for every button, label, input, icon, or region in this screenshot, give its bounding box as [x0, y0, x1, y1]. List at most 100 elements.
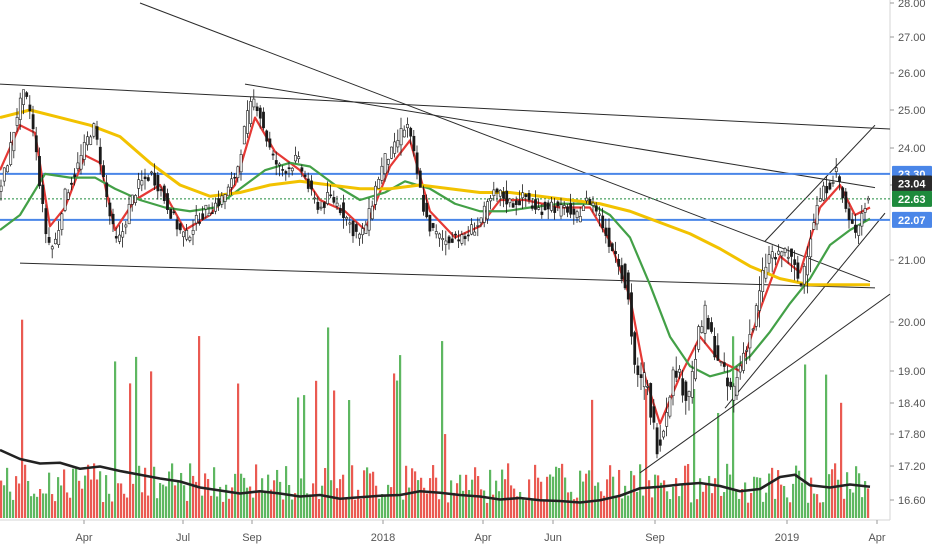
candle — [502, 187, 505, 208]
volume-bar — [723, 492, 726, 518]
volume-bar — [384, 494, 387, 518]
volume-bar — [102, 502, 105, 518]
volume-bar — [696, 499, 699, 518]
candle — [818, 187, 822, 202]
candle — [380, 157, 384, 185]
candle — [332, 190, 336, 205]
candle — [534, 190, 537, 215]
volume-bar — [609, 465, 612, 518]
candle — [386, 158, 390, 173]
volume-bar — [546, 476, 549, 518]
volume-bar — [15, 476, 18, 518]
candle — [66, 189, 70, 201]
candle — [444, 230, 448, 256]
candle-body — [655, 427, 659, 455]
candles-layer — [0, 89, 870, 459]
volume-bar — [126, 497, 129, 518]
candle — [479, 217, 483, 228]
candle-body — [361, 228, 365, 236]
volume-bar — [78, 480, 81, 518]
volume-bar — [315, 380, 318, 518]
candle-body — [652, 406, 656, 423]
volume-bar — [90, 479, 93, 518]
time-tick-label: 2019 — [775, 532, 799, 544]
volume-bar — [618, 469, 621, 518]
volume-bar — [372, 471, 375, 518]
candle-body — [505, 190, 509, 205]
price-badge: 23.04 — [892, 175, 932, 192]
candle — [319, 201, 323, 211]
trend-line — [244, 83, 876, 189]
candle — [706, 315, 710, 330]
candle-body — [662, 430, 665, 438]
candle — [463, 232, 467, 246]
volume-bar — [810, 477, 813, 518]
candle — [601, 207, 605, 233]
candle — [47, 227, 51, 246]
candle-body — [178, 223, 182, 231]
candle — [223, 193, 227, 210]
candle — [60, 212, 64, 236]
candle-body — [326, 192, 329, 204]
candle — [809, 229, 813, 273]
candle-body — [825, 186, 829, 194]
candle — [127, 196, 131, 225]
volume-bar — [552, 476, 555, 518]
candle — [854, 213, 857, 239]
time-tick-label: Jul — [176, 532, 190, 544]
candle-body — [137, 179, 141, 189]
candle — [572, 202, 576, 225]
volume-bar — [426, 493, 429, 518]
volume-bar — [858, 473, 861, 518]
candle — [617, 254, 621, 275]
candle-body — [79, 155, 83, 170]
volume-bar — [462, 490, 465, 518]
candle-body — [502, 191, 505, 199]
candle-body — [6, 165, 9, 173]
candle-body — [857, 224, 861, 236]
candle — [194, 205, 198, 231]
candle — [114, 227, 118, 243]
candle-body — [758, 290, 761, 311]
candle — [242, 125, 246, 145]
candle — [329, 185, 333, 199]
candle-body — [630, 292, 633, 337]
volume-bar — [423, 487, 426, 518]
candle-body — [690, 371, 694, 398]
candle-body — [201, 213, 205, 220]
candle — [57, 220, 61, 248]
volume-bar — [72, 468, 75, 518]
volume-bar — [864, 481, 867, 518]
candle-body — [31, 114, 35, 130]
volume-bar — [6, 467, 9, 518]
candle-body — [703, 304, 707, 334]
volume-bar — [666, 491, 669, 518]
candle-body — [434, 231, 438, 235]
volume-bar — [816, 494, 819, 518]
candle-body — [694, 359, 697, 380]
volume-bar — [354, 499, 357, 518]
candle-body — [866, 197, 870, 201]
candle — [665, 397, 669, 437]
candle — [102, 160, 105, 181]
candle — [626, 269, 630, 305]
candle — [758, 276, 761, 328]
candle — [620, 257, 624, 284]
candle-body — [54, 238, 57, 245]
candle — [316, 196, 320, 214]
candle-body — [316, 201, 320, 210]
candle-body — [198, 221, 201, 224]
volume-bar — [537, 477, 540, 518]
candle-body — [425, 202, 429, 218]
volume-bar — [144, 467, 147, 518]
candle-body — [540, 211, 544, 215]
candle-body — [812, 222, 816, 230]
candle-body — [863, 208, 867, 213]
candle-body — [482, 205, 486, 223]
candle-body — [431, 223, 435, 228]
volume-bar — [429, 478, 432, 518]
candle — [367, 199, 371, 237]
candle-body — [265, 130, 269, 142]
candle-body — [159, 189, 163, 191]
candle — [556, 200, 560, 212]
